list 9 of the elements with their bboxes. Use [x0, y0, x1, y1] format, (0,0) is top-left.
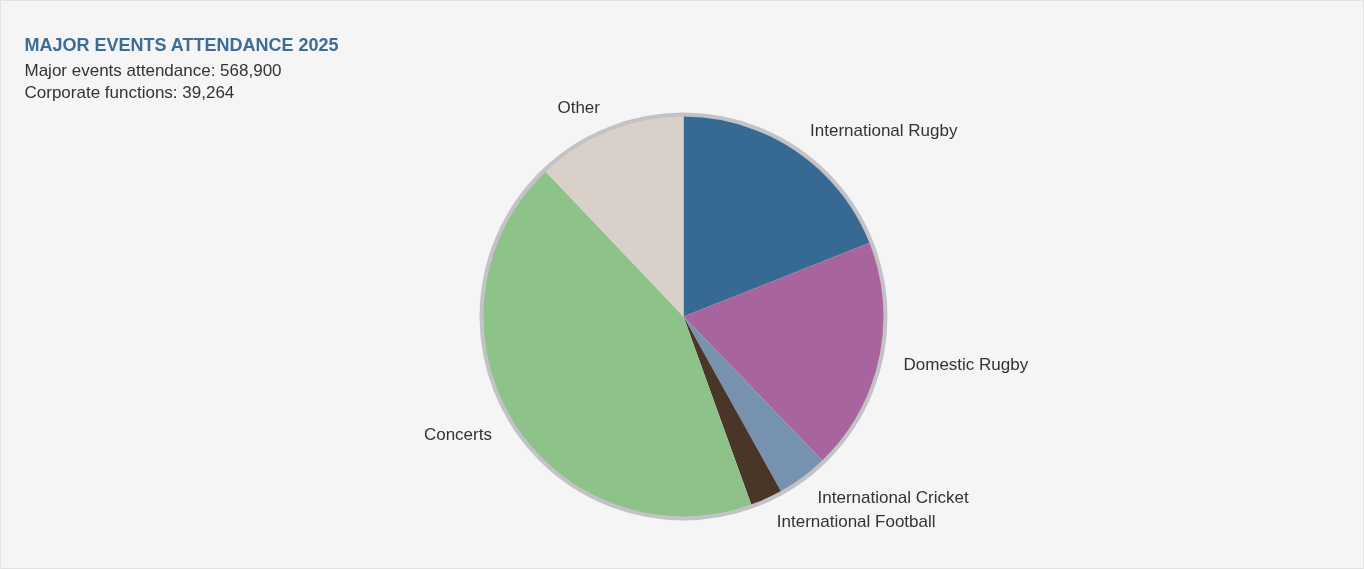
slice-label: Concerts: [423, 425, 492, 445]
slice-label: International Football: [776, 511, 936, 531]
slice-label: International Cricket: [817, 487, 969, 507]
slice-label: Domestic Rugby: [903, 354, 1029, 374]
slice-label: International Rugby: [810, 120, 958, 140]
text: Major events attendance: 568,900: [24, 61, 282, 80]
slice-label: Other: [557, 97, 601, 117]
text: Corporate functions: 39,264: [24, 83, 235, 102]
text: MAJOR EVENTS ATTENDANCE 2025: [24, 34, 339, 55]
